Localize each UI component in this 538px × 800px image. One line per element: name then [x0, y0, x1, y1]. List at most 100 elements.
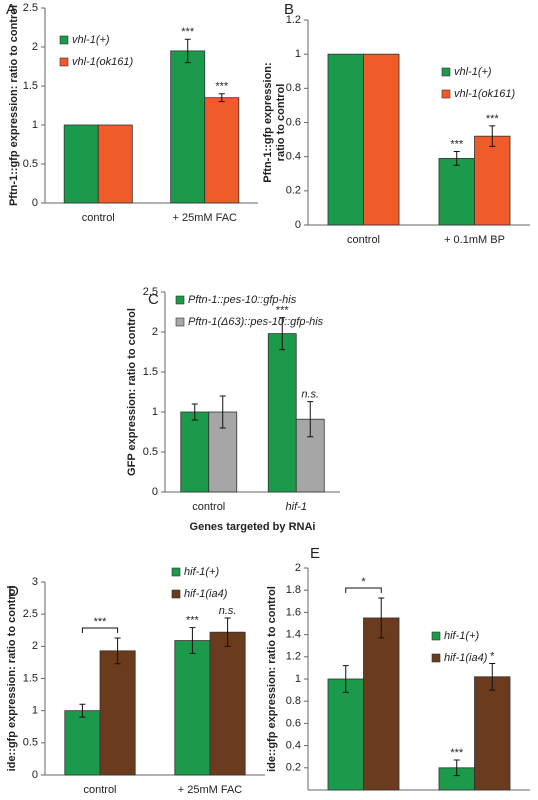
legend-label: vhl-1(ok161) — [72, 56, 133, 68]
error-bar — [279, 317, 286, 351]
y-tick-label: 1.2 — [286, 651, 301, 663]
legend-label: Pftn-1::pes-10::gfp-his — [188, 294, 297, 306]
x-tick-label: control — [83, 784, 116, 796]
y-axis-label: ide::gfp expression: ratio to control — [266, 586, 278, 772]
y-axis-label: ratio to control — [275, 84, 287, 162]
bar — [474, 135, 511, 226]
y-tick-label: 1.8 — [286, 584, 301, 596]
error-bar — [218, 93, 225, 103]
legend-label: Pftn-1(Δ63)::pes-10::gfp-his — [188, 316, 324, 328]
significance-label: *** — [276, 305, 290, 317]
significance-bracket — [81, 627, 119, 633]
y-tick-label: 2.5 — [23, 2, 38, 14]
legend-label: vhl-1(+) — [454, 66, 492, 78]
bar — [363, 53, 400, 226]
legend-swatch — [441, 89, 451, 99]
x-tick-label: + 0.1mM BP — [444, 799, 505, 800]
y-tick-label: 1.5 — [143, 366, 158, 378]
y-tick-label: 0.2 — [286, 762, 301, 774]
legend-label: hif-1(+) — [184, 566, 219, 578]
y-tick-label: 2 — [32, 640, 38, 652]
y-tick-label: 1.6 — [286, 606, 301, 618]
bar — [180, 411, 210, 493]
significance-label: *** — [94, 616, 108, 628]
x-tick-label: + 25mM FAC — [173, 212, 238, 224]
legend-swatch — [59, 57, 69, 67]
x-tick-label: hif-1 — [286, 501, 307, 513]
y-tick-label: 1.4 — [286, 629, 301, 641]
y-tick-label: 0.5 — [23, 737, 38, 749]
bar — [64, 710, 101, 776]
significance-bracket — [345, 587, 382, 593]
x-tick-label: + 0.1mM BP — [444, 234, 505, 246]
y-tick-label: 0.8 — [286, 82, 301, 94]
y-tick-label: 1 — [295, 673, 301, 685]
error-bar — [453, 151, 460, 166]
error-bar — [342, 665, 349, 693]
panel-letter: C — [148, 291, 159, 308]
x-tick-label: control — [82, 212, 115, 224]
significance-label: *** — [450, 138, 464, 150]
error-bar — [307, 401, 314, 438]
bar — [267, 333, 297, 493]
legend-label: hif-1(ia4) — [184, 588, 228, 600]
y-tick-label: 2 — [295, 562, 301, 574]
y-tick-label: 1.2 — [286, 14, 301, 26]
y-tick-label: 0 — [152, 486, 158, 498]
bar — [97, 124, 133, 204]
bar — [174, 640, 211, 776]
y-tick-label: 0.5 — [143, 446, 158, 458]
legend-swatch — [175, 295, 185, 305]
bar — [99, 650, 136, 776]
y-tick-label: 1 — [295, 48, 301, 60]
x-tick-label: control — [347, 799, 380, 800]
panel-letter: A — [6, 1, 16, 18]
error-bar — [114, 637, 121, 665]
error-bar — [184, 38, 191, 64]
legend-swatch — [171, 589, 181, 599]
y-tick-label: 1.5 — [23, 672, 38, 684]
y-tick-label: 0 — [32, 197, 38, 209]
bar — [63, 124, 99, 204]
error-bar — [378, 597, 385, 639]
y-axis-label: ide::gfp expression: ratio to control — [6, 586, 18, 772]
legend-swatch — [59, 35, 69, 45]
error-bar — [219, 395, 226, 429]
y-tick-label: 0.4 — [286, 740, 301, 752]
significance-label: *** — [486, 113, 500, 125]
y-tick-label: 0.2 — [286, 185, 301, 197]
significance-label: * — [490, 650, 495, 662]
y-tick-label: 0.6 — [286, 116, 301, 128]
panel-letter: B — [284, 1, 294, 18]
y-tick-label: 0.4 — [286, 151, 301, 163]
significance-label: n.s. — [219, 605, 237, 617]
significance-label: *** — [181, 26, 195, 38]
error-bar — [489, 125, 496, 147]
significance-label: *** — [186, 615, 200, 627]
error-bar — [224, 617, 231, 647]
y-tick-label: 1 — [152, 406, 158, 418]
x-tick-label: + 25mM FAC — [178, 784, 243, 796]
bar — [327, 53, 364, 226]
x-tick-label: control — [192, 501, 225, 513]
bar — [474, 676, 511, 791]
y-tick-label: 2.5 — [143, 286, 158, 298]
legend-swatch — [171, 567, 181, 577]
y-tick-label: 0.8 — [286, 695, 301, 707]
bar — [209, 631, 246, 776]
error-bar — [189, 627, 196, 654]
y-axis-label: GFP expression: ratio to control — [126, 308, 138, 476]
legend-label: vhl-1(ok161) — [454, 88, 515, 100]
y-tick-label: 3 — [32, 576, 38, 588]
y-tick-label: 0.6 — [286, 717, 301, 729]
legend-label: hif-1(ia4) — [444, 652, 488, 664]
bar — [363, 617, 400, 791]
legend-swatch — [431, 653, 441, 663]
y-tick-label: 0.5 — [23, 158, 38, 170]
x-axis-label: Genes targeted by RNAi — [190, 521, 316, 533]
legend-label: hif-1(+) — [444, 630, 479, 642]
x-tick-label: control — [347, 234, 380, 246]
significance-label: *** — [450, 747, 464, 759]
y-tick-label: 0 — [295, 219, 301, 231]
